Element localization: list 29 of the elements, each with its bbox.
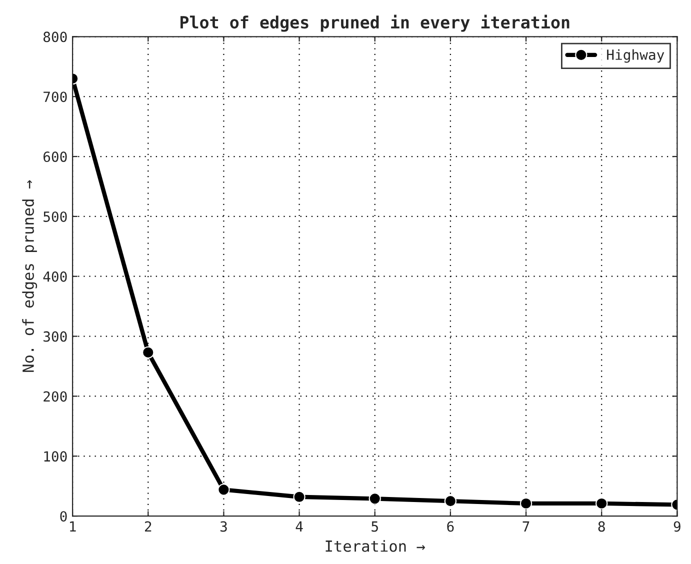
y-tick-label: 800 (43, 32, 67, 42)
point (293, 490, 306, 503)
x-axis-title: Iteration → (326, 540, 425, 552)
point (520, 497, 532, 510)
chart-title: Plot of edges pruned in every iteration (180, 14, 570, 32)
point (596, 497, 608, 510)
x-tick-label: 6 (447, 521, 454, 532)
x-tick-label: 7 (522, 521, 530, 532)
point (444, 495, 457, 508)
y-tick-label: 300 (44, 331, 67, 342)
y-tick-label: 400 (43, 271, 67, 282)
point (142, 346, 154, 359)
y-tick-label: 100 (44, 451, 67, 462)
y-tick-label: 700 (44, 92, 67, 102)
legend-label: Highway (607, 49, 664, 63)
y-tick-label: 600 (44, 152, 67, 162)
x-tick-label: 4 (296, 521, 303, 532)
x-tick-label: 8 (598, 521, 605, 532)
y-tick-label: 500 (44, 211, 67, 222)
x-tick-label: 9 (674, 521, 680, 532)
y-tick-label: 200 (44, 391, 67, 402)
x-tick-label: 1 (70, 521, 76, 532)
point (218, 484, 230, 496)
y-axis-title: No. of edges pruned → (22, 180, 38, 372)
x-tick-label: 3 (220, 521, 227, 532)
x-tick-label: 2 (144, 521, 152, 532)
x-tick-label: 5 (372, 521, 378, 532)
y-tick-label: 0 (60, 511, 67, 522)
point (368, 492, 381, 505)
